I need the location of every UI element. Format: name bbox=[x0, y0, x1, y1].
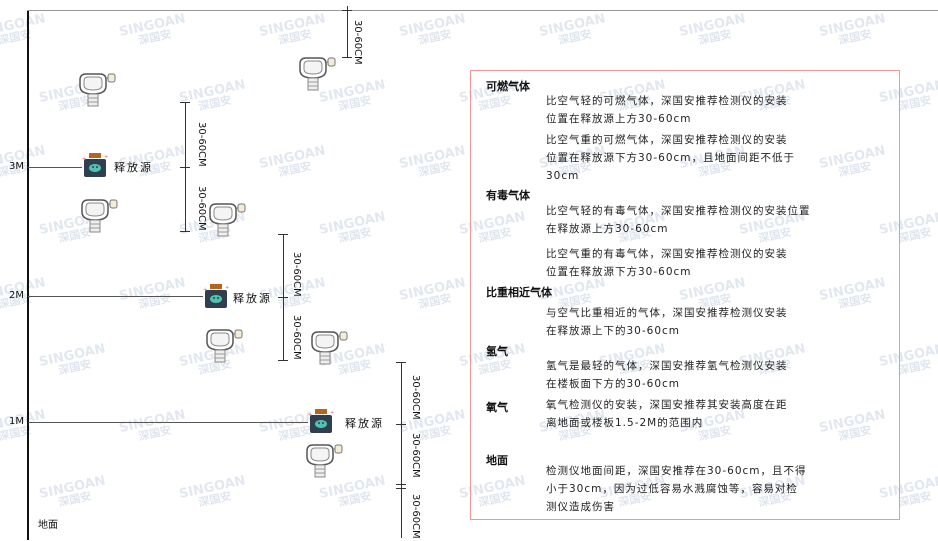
dimension-label: 30-60CM bbox=[291, 252, 302, 297]
section-text: 比空气重的可燃气体，深国安推荐检测仪的安装 位置在释放源下方30-60cm，且地… bbox=[546, 134, 796, 182]
dimension-line bbox=[401, 362, 402, 538]
svg-text:+: + bbox=[82, 156, 86, 162]
gas-detector-icon bbox=[296, 56, 336, 92]
wall-line bbox=[27, 10, 29, 540]
watermark-logo: SINGOAN 深国安 bbox=[117, 407, 187, 444]
section-heading: 可燃气体 bbox=[486, 80, 530, 93]
watermark-logo: SINGOAN 深国安 bbox=[317, 473, 387, 510]
section-heading: 比重相近气体 bbox=[486, 286, 552, 299]
dimension-line bbox=[347, 6, 348, 58]
svg-text:+: + bbox=[225, 285, 229, 291]
svg-text:+: + bbox=[104, 154, 108, 160]
installation-guidelines-panel: 可燃气体 比空气轻的可燃气体，深国安推荐检测仪的安装 位置在释放源上方30-60… bbox=[470, 70, 900, 520]
section-text: 比空气重的有毒气体，深国安推荐检测仪的安装 位置在释放源下方30-60cm bbox=[546, 248, 788, 278]
watermark-logo: SINGOAN 深国安 bbox=[177, 473, 247, 510]
floor-label-1m: 1M bbox=[9, 416, 24, 427]
level-line-1m bbox=[28, 422, 308, 423]
gas-detector-icon bbox=[206, 202, 246, 238]
section-heading: 有毒气体 bbox=[486, 189, 530, 202]
watermark-logo: SINGOAN 深国安 bbox=[0, 143, 47, 180]
section-heading: 氢气 bbox=[486, 345, 508, 358]
watermark-logo: SINGOAN 深国安 bbox=[397, 407, 467, 444]
gas-detector-icon bbox=[203, 328, 243, 364]
watermark-logo: SINGOAN 深国安 bbox=[257, 11, 327, 48]
dimension-label: 30-60CM bbox=[352, 20, 363, 65]
watermark-logo: SINGOAN 深国安 bbox=[397, 143, 467, 180]
section-heading: 氧气 bbox=[486, 401, 508, 414]
watermark-logo: SINGOAN 深国安 bbox=[37, 341, 107, 378]
release-source-icon: + + bbox=[203, 283, 229, 309]
watermark-logo: SINGOAN 深国安 bbox=[817, 11, 887, 48]
watermark-logo: SINGOAN 深国安 bbox=[0, 11, 47, 48]
floor-label-2m: 2M bbox=[9, 290, 24, 301]
gas-detector-icon bbox=[308, 330, 348, 366]
watermark-logo: SINGOAN 深国安 bbox=[677, 11, 747, 48]
section-text: 氢气是最轻的气体，深国安推荐氢气检测仪安装 在楼板面下方的30-60cm bbox=[546, 360, 788, 390]
release-source-label: 释放源 bbox=[114, 161, 153, 174]
release-source-label: 释放源 bbox=[345, 417, 384, 430]
ceiling-line bbox=[27, 10, 938, 11]
watermark-logo: SINGOAN 深国安 bbox=[37, 473, 107, 510]
watermark-logo: SINGOAN 深国安 bbox=[257, 143, 327, 180]
watermark-logo: SINGOAN 深国安 bbox=[117, 11, 187, 48]
dimension-label: 30-60CM bbox=[291, 315, 302, 360]
watermark-logo: SINGOAN 深国安 bbox=[317, 209, 387, 246]
section-text: 比空气轻的有毒气体，深国安推荐检测仪的安装位置 在释放源上方30-60cm bbox=[546, 205, 811, 235]
release-source-icon: + + bbox=[308, 408, 334, 434]
floor-label-ground: 地面 bbox=[38, 520, 58, 531]
watermark-logo: SINGOAN 深国安 bbox=[397, 275, 467, 312]
level-line-3m bbox=[28, 167, 82, 168]
gas-detector-icon bbox=[76, 72, 116, 108]
svg-text:+: + bbox=[308, 412, 312, 418]
watermark-logo: SINGOAN 深国安 bbox=[537, 11, 607, 48]
svg-text:+: + bbox=[203, 287, 207, 293]
release-source-label: 释放源 bbox=[233, 292, 272, 305]
watermark-logo: SINGOAN 深国安 bbox=[177, 77, 247, 114]
floor-label-3m: 3M bbox=[9, 161, 24, 172]
gas-detector-icon bbox=[303, 443, 343, 479]
dimension-label: 30-60CM bbox=[410, 433, 421, 478]
dimension-label: 30-60CM bbox=[410, 494, 421, 539]
svg-text:+: + bbox=[330, 410, 334, 416]
watermark-logo: SINGOAN 深国安 bbox=[0, 407, 47, 444]
dimension-label: 30-60CM bbox=[410, 375, 421, 420]
level-line-2m bbox=[28, 296, 203, 297]
section-text: 与空气比重相近的气体，深国安推荐检测仪安装 在释放源上下的30-60cm bbox=[546, 307, 788, 337]
release-source-icon: + + bbox=[82, 152, 108, 178]
dimension-label: 30-60CM bbox=[196, 186, 207, 231]
dimension-label: 30-60CM bbox=[196, 122, 207, 167]
section-text: 氧气检测仪的安装，深国安推荐其安装高度在距 离地面或楼板1.5-2M的范围内 bbox=[546, 399, 788, 429]
gas-detector-icon bbox=[78, 198, 118, 234]
section-text: 比空气轻的可燃气体，深国安推荐检测仪的安装 位置在释放源上方30-60cm bbox=[546, 95, 788, 125]
watermark-logo: SINGOAN 深国安 bbox=[397, 11, 467, 48]
section-heading: 地面 bbox=[486, 454, 508, 467]
section-text: 检测仪地面间距，深国安推荐在30-60cm，且不得 小于30cm，因为过低容易水… bbox=[546, 465, 807, 513]
